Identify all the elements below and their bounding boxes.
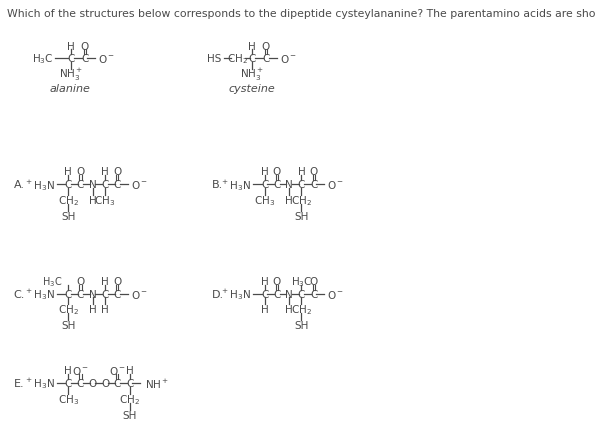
Text: CH$_2$: CH$_2$ <box>291 194 312 208</box>
Text: O$^-$: O$^-$ <box>327 288 344 300</box>
Text: O: O <box>80 42 89 52</box>
Text: C.: C. <box>14 289 25 299</box>
Text: D.: D. <box>212 289 224 299</box>
Text: C: C <box>261 289 268 299</box>
Text: C: C <box>114 289 121 299</box>
Text: O: O <box>262 42 270 52</box>
Text: H: H <box>285 196 293 206</box>
Text: H: H <box>89 196 97 206</box>
Text: H: H <box>249 42 256 52</box>
Text: O: O <box>89 378 97 388</box>
Text: H: H <box>297 167 305 177</box>
Text: C: C <box>310 180 318 190</box>
Text: $^+$H$_3$N: $^+$H$_3$N <box>220 286 251 301</box>
Text: CH$_2$: CH$_2$ <box>58 303 79 317</box>
Text: O$^-$: O$^-$ <box>98 53 115 65</box>
Text: $^+$H$_3$N: $^+$H$_3$N <box>24 286 55 301</box>
Text: O$^-$: O$^-$ <box>327 179 344 191</box>
Text: H: H <box>126 365 134 375</box>
Text: N: N <box>89 180 97 190</box>
Text: C: C <box>77 180 84 190</box>
Text: O: O <box>113 276 122 286</box>
Text: H: H <box>101 276 109 286</box>
Text: SH: SH <box>61 212 76 222</box>
Text: O: O <box>273 167 281 177</box>
Text: $^+$H$_3$N: $^+$H$_3$N <box>24 177 55 192</box>
Text: C: C <box>114 378 121 388</box>
Text: C: C <box>298 180 305 190</box>
Text: C: C <box>298 289 305 299</box>
Text: CH$_3$: CH$_3$ <box>58 392 79 406</box>
Text: SH: SH <box>122 410 136 420</box>
Text: O$^-$: O$^-$ <box>280 53 297 65</box>
Text: C: C <box>81 54 88 64</box>
Text: HS: HS <box>207 54 222 64</box>
Text: O$^-$: O$^-$ <box>72 364 89 376</box>
Text: SH: SH <box>61 321 76 331</box>
Text: H: H <box>260 276 268 286</box>
Text: O$^-$: O$^-$ <box>131 288 148 300</box>
Text: SH: SH <box>294 321 309 331</box>
Text: cysteine: cysteine <box>229 84 276 94</box>
Text: N: N <box>285 180 293 190</box>
Text: C: C <box>101 180 108 190</box>
Text: $^+$H$_3$N: $^+$H$_3$N <box>220 177 251 192</box>
Text: C: C <box>101 289 108 299</box>
Text: H: H <box>101 305 109 314</box>
Text: H: H <box>101 167 109 177</box>
Text: CH$_2$: CH$_2$ <box>227 52 248 66</box>
Text: O: O <box>113 167 122 177</box>
Text: H$_3$C: H$_3$C <box>42 274 63 288</box>
Text: C: C <box>273 289 281 299</box>
Text: O$^-$: O$^-$ <box>109 364 126 376</box>
Text: H: H <box>89 305 97 314</box>
Text: CH$_3$: CH$_3$ <box>94 194 116 208</box>
Text: CH$_3$: CH$_3$ <box>254 194 275 208</box>
Text: B.: B. <box>212 180 223 190</box>
Text: H$_3$C: H$_3$C <box>291 274 312 288</box>
Text: O: O <box>76 276 85 286</box>
Text: C: C <box>126 378 134 388</box>
Text: N: N <box>285 289 293 299</box>
Text: NH$_3^+$: NH$_3^+$ <box>59 67 83 83</box>
Text: alanine: alanine <box>49 84 90 94</box>
Text: O: O <box>101 378 109 388</box>
Text: C: C <box>310 289 318 299</box>
Text: CH$_2$: CH$_2$ <box>119 392 140 406</box>
Text: O: O <box>309 276 318 286</box>
Text: H: H <box>260 305 268 314</box>
Text: N: N <box>89 289 97 299</box>
Text: NH$^+$: NH$^+$ <box>145 377 169 390</box>
Text: CH$_2$: CH$_2$ <box>291 303 312 317</box>
Text: O: O <box>309 167 318 177</box>
Text: H: H <box>64 167 72 177</box>
Text: C: C <box>77 378 84 388</box>
Text: C: C <box>77 289 84 299</box>
Text: C: C <box>261 180 268 190</box>
Text: C: C <box>64 289 72 299</box>
Text: CH$_2$: CH$_2$ <box>58 194 79 208</box>
Text: $^+$H$_3$N: $^+$H$_3$N <box>24 376 55 391</box>
Text: A.: A. <box>14 180 24 190</box>
Text: H: H <box>260 167 268 177</box>
Text: SH: SH <box>294 212 309 222</box>
Text: C: C <box>262 54 269 64</box>
Text: H$_3$C: H$_3$C <box>32 52 53 66</box>
Text: Which of the structures below corresponds to the dipeptide cysteylananine? The p: Which of the structures below correspond… <box>7 9 596 19</box>
Text: O$^-$: O$^-$ <box>131 179 148 191</box>
Text: C: C <box>249 54 256 64</box>
Text: C: C <box>273 180 281 190</box>
Text: H: H <box>64 365 72 375</box>
Text: O: O <box>273 276 281 286</box>
Text: NH$_3^+$: NH$_3^+$ <box>240 67 265 83</box>
Text: C: C <box>67 54 74 64</box>
Text: C: C <box>64 180 72 190</box>
Text: O: O <box>76 167 85 177</box>
Text: C: C <box>114 180 121 190</box>
Text: H: H <box>67 42 75 52</box>
Text: C: C <box>64 378 72 388</box>
Text: H: H <box>285 305 293 314</box>
Text: E.: E. <box>14 378 24 388</box>
